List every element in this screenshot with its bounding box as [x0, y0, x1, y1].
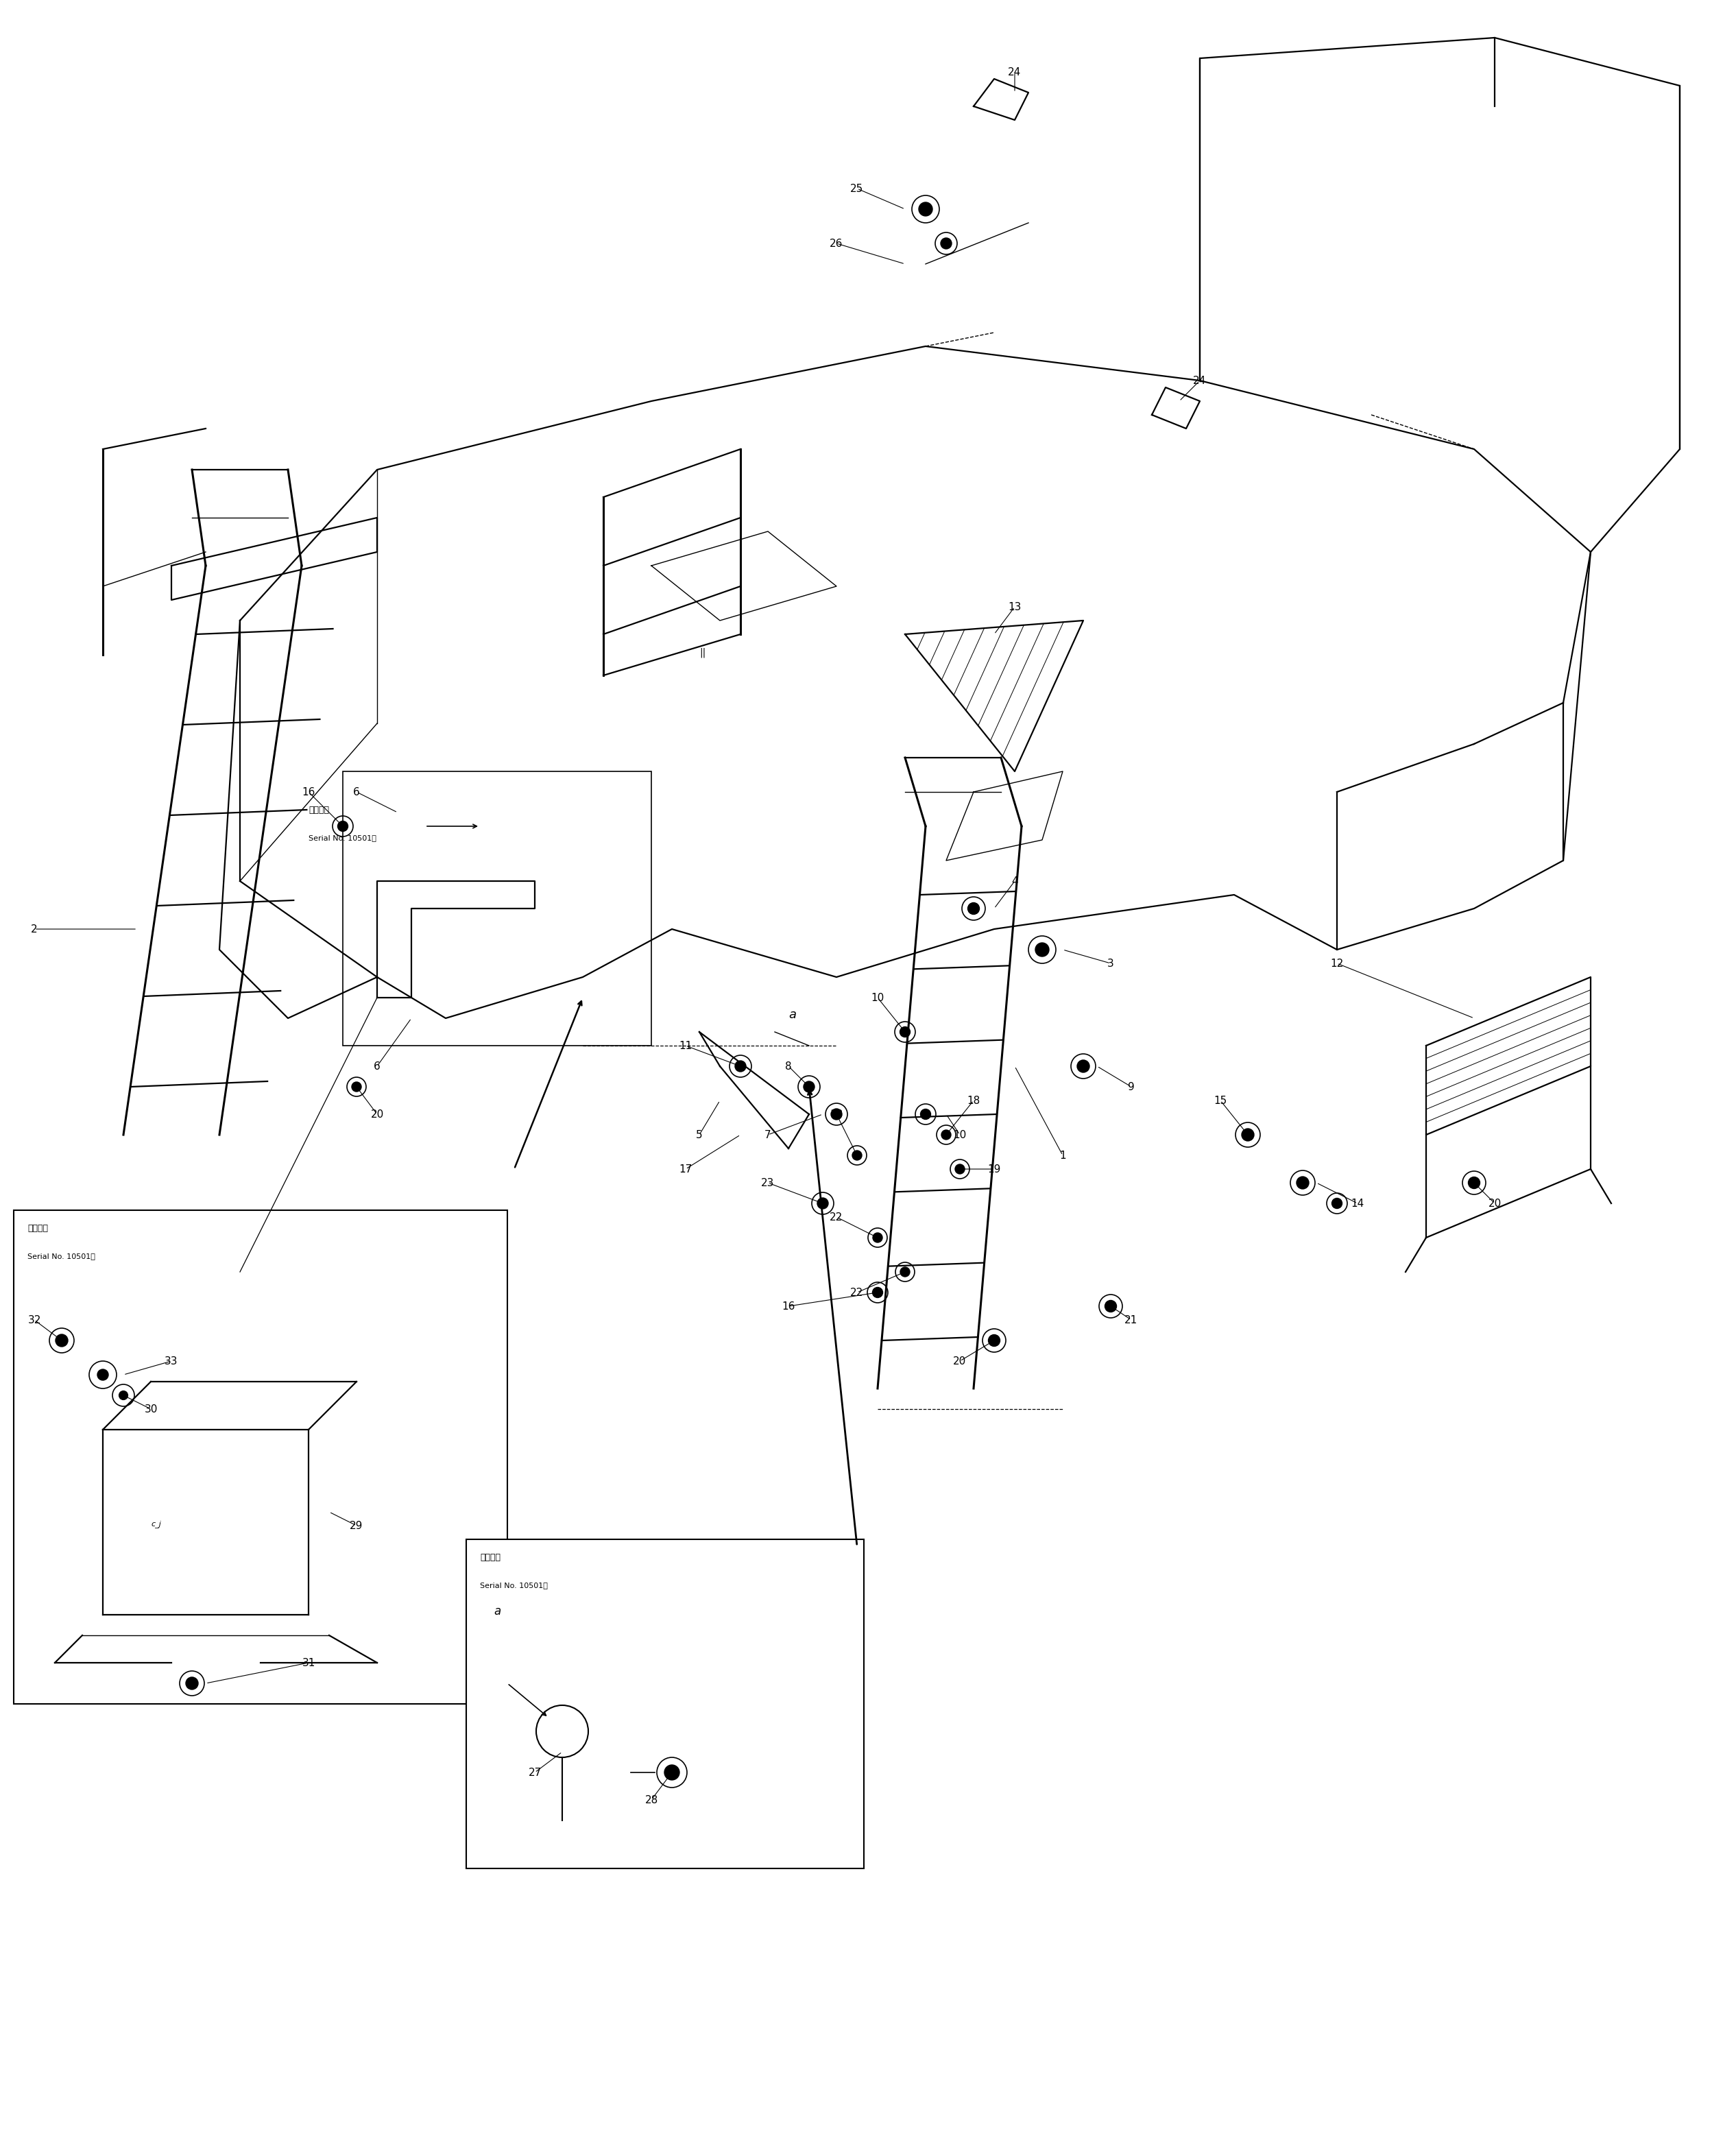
Text: 12: 12: [1330, 958, 1344, 969]
Circle shape: [1076, 1060, 1090, 1073]
Text: a: a: [493, 1605, 500, 1618]
Text: 20: 20: [1488, 1199, 1502, 1209]
Text: 32: 32: [28, 1316, 42, 1324]
Text: 11: 11: [679, 1041, 693, 1052]
Circle shape: [1035, 943, 1049, 956]
Text: Serial No. 10501～: Serial No. 10501～: [28, 1252, 95, 1260]
Circle shape: [899, 1026, 910, 1037]
Text: 30: 30: [144, 1403, 158, 1414]
Text: 9: 9: [1128, 1082, 1135, 1092]
Text: 29: 29: [351, 1520, 363, 1531]
Text: 7: 7: [764, 1130, 771, 1139]
Text: 27: 27: [528, 1767, 542, 1778]
Text: 15: 15: [1213, 1094, 1227, 1105]
Circle shape: [988, 1335, 1000, 1346]
Text: 18: 18: [830, 1109, 844, 1120]
Circle shape: [901, 1267, 910, 1277]
Circle shape: [804, 1082, 814, 1092]
Text: 22: 22: [851, 1288, 863, 1299]
Circle shape: [852, 1150, 861, 1160]
Circle shape: [665, 1765, 679, 1780]
Circle shape: [967, 903, 979, 913]
Text: 16: 16: [302, 788, 316, 796]
Text: 4: 4: [1012, 875, 1017, 886]
Text: 適用号機: 適用号機: [479, 1552, 500, 1563]
Circle shape: [955, 1165, 965, 1173]
Text: 6: 6: [352, 788, 359, 796]
Circle shape: [734, 1060, 746, 1071]
Text: 22: 22: [830, 1211, 844, 1222]
Text: 20: 20: [953, 1356, 967, 1367]
Circle shape: [186, 1678, 198, 1690]
Text: 14: 14: [1351, 1199, 1364, 1209]
Bar: [342, 771, 651, 1045]
Text: 26: 26: [830, 238, 844, 249]
Text: 16: 16: [781, 1301, 795, 1311]
Circle shape: [97, 1369, 108, 1380]
Text: Serial No. 10501～: Serial No. 10501～: [479, 1582, 549, 1588]
Text: 24: 24: [1193, 375, 1207, 385]
Circle shape: [1104, 1301, 1116, 1311]
Text: 3: 3: [1108, 958, 1115, 969]
Circle shape: [873, 1233, 882, 1243]
Text: 適用号機: 適用号機: [28, 1224, 49, 1233]
Text: 20: 20: [370, 1109, 384, 1120]
Circle shape: [1241, 1128, 1253, 1141]
Text: 13: 13: [1009, 603, 1021, 611]
Circle shape: [352, 1082, 361, 1092]
Circle shape: [918, 202, 932, 215]
Text: 6: 6: [373, 1060, 380, 1071]
Bar: [14, 1209, 507, 1703]
Circle shape: [832, 1109, 842, 1120]
Text: 10: 10: [871, 992, 884, 1003]
Circle shape: [920, 1109, 930, 1120]
Circle shape: [941, 238, 951, 249]
Text: 33: 33: [165, 1356, 179, 1367]
Text: 19: 19: [988, 1165, 1000, 1175]
Text: 25: 25: [851, 183, 863, 194]
Text: 31: 31: [302, 1658, 316, 1667]
Text: 28: 28: [644, 1795, 658, 1805]
Text: c_j: c_j: [151, 1520, 161, 1529]
Text: 1: 1: [1059, 1150, 1066, 1160]
Circle shape: [873, 1288, 882, 1299]
Text: 5: 5: [696, 1130, 703, 1139]
Text: 21: 21: [1125, 1316, 1137, 1324]
Text: 適用号機: 適用号機: [309, 805, 330, 815]
Bar: [467, 1539, 865, 1869]
Circle shape: [56, 1335, 68, 1348]
Circle shape: [1297, 1177, 1309, 1188]
Circle shape: [1469, 1177, 1479, 1188]
Circle shape: [120, 1390, 128, 1399]
Circle shape: [941, 1130, 951, 1139]
Text: 10: 10: [953, 1130, 967, 1139]
Text: 8: 8: [785, 1060, 792, 1071]
Text: ||: ||: [700, 647, 705, 658]
Text: 23: 23: [762, 1177, 774, 1188]
Circle shape: [1332, 1199, 1342, 1209]
Circle shape: [339, 822, 347, 830]
Text: 17: 17: [679, 1165, 693, 1175]
Text: a: a: [788, 1009, 797, 1022]
Text: 2: 2: [31, 924, 38, 935]
Text: 18: 18: [967, 1094, 981, 1105]
Circle shape: [818, 1199, 828, 1209]
Text: 24: 24: [1009, 66, 1021, 77]
Text: Serial No. 10501～: Serial No. 10501～: [309, 835, 377, 841]
